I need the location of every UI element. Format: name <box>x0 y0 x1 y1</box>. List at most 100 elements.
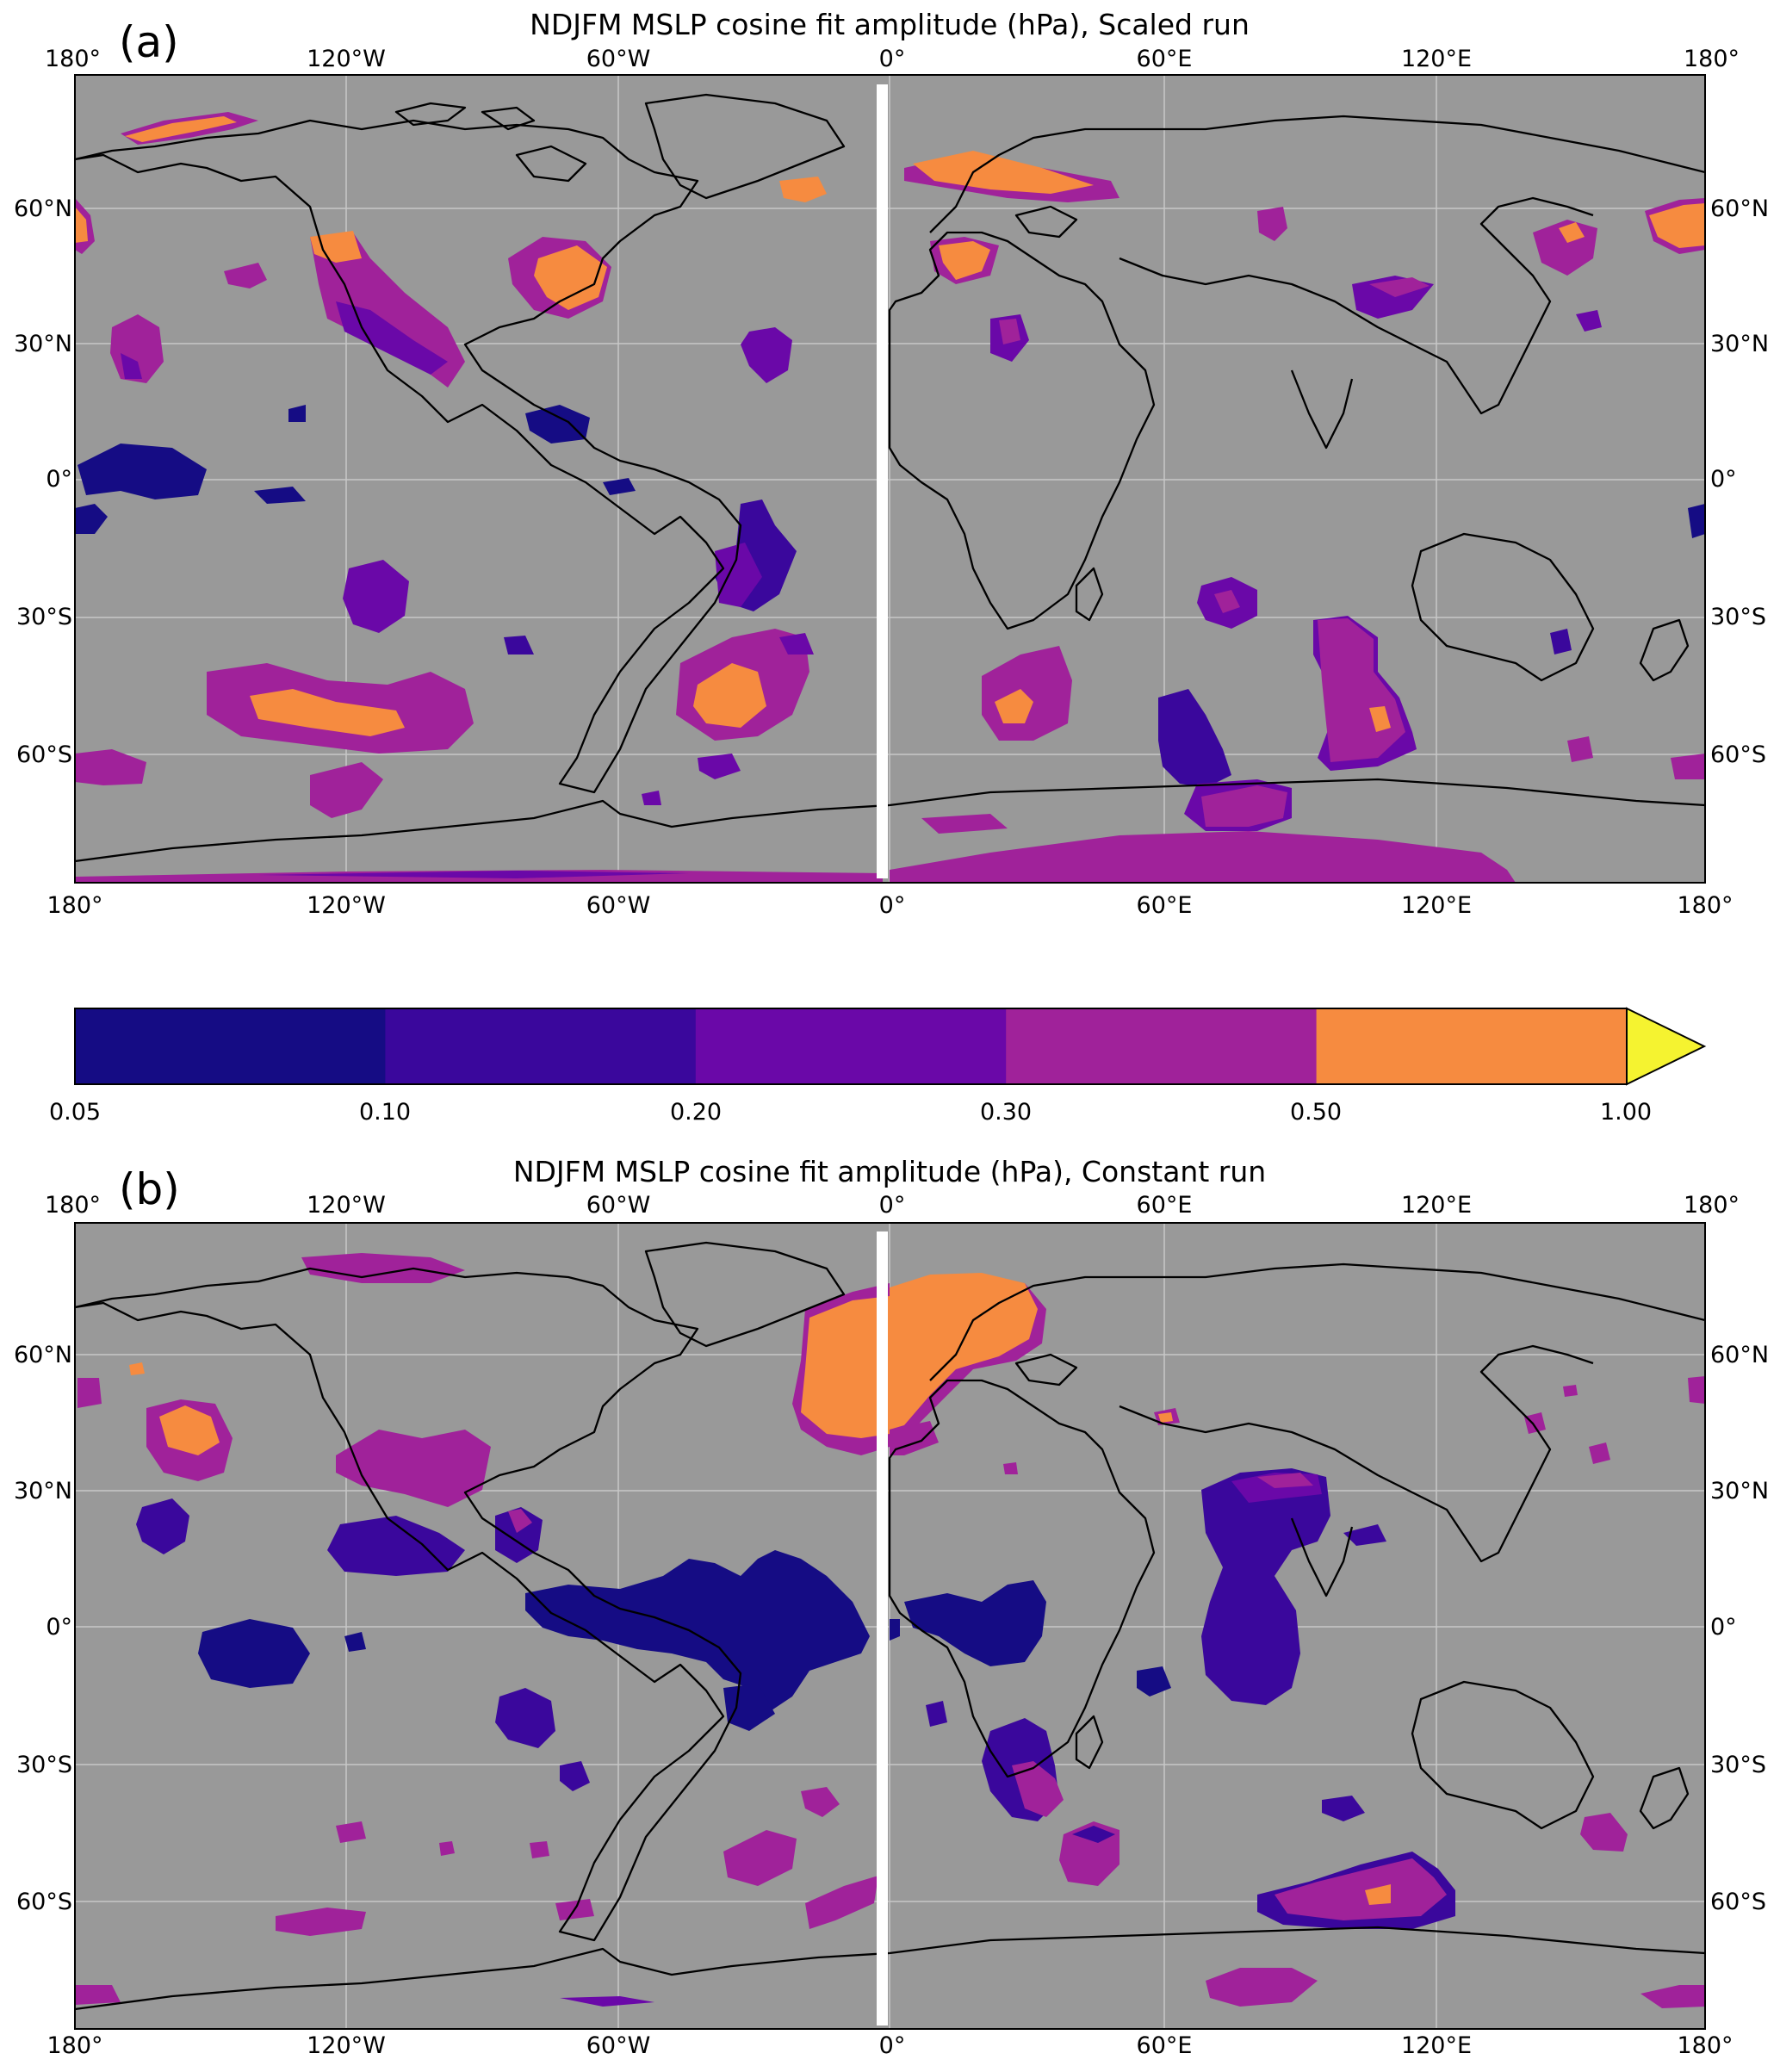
panel-b-lon-tick-bottom: 120°E <box>1400 2032 1473 2059</box>
panel-b-lat-tick-left: 60°S <box>16 1889 72 1915</box>
contour-0.5 <box>1559 222 1585 243</box>
panel-a-dateline-gap <box>877 84 888 878</box>
panel-a-lon-tick-bottom: 0° <box>878 892 906 919</box>
panel-a-lon-tick-bottom: 120°E <box>1400 892 1473 919</box>
panel-b-lon-tick-top: 60°E <box>1136 1192 1193 1219</box>
panel-a-lat-tick-left: 0° <box>46 466 72 493</box>
contour-0.05 <box>603 478 636 495</box>
panel-a-lon-tick-bottom: 60°E <box>1136 892 1193 919</box>
contour-0.5 <box>693 663 766 728</box>
contour-0.3 <box>805 1876 878 1929</box>
contour-0.5 <box>534 245 607 310</box>
panel-b-lat-tick-left: 0° <box>46 1614 72 1641</box>
panel-b-lon-tick-top: 180° <box>45 1192 102 1219</box>
panel-a-lon-tick-top: 60°E <box>1136 46 1193 72</box>
panel-a-lon-tick-bottom: 120°W <box>307 892 386 919</box>
contour-0.5 <box>310 231 362 263</box>
contour-0.3 <box>801 1787 840 1817</box>
contour-0.5 <box>159 1405 220 1455</box>
contour-0.5 <box>1214 590 1240 613</box>
panel-a-title: NDJFM MSLP cosine fit amplitude (hPa), S… <box>530 8 1250 41</box>
panel-b-lon-tick-bottom: 120°W <box>307 2032 386 2059</box>
panel-a-lon-tick-top: 0° <box>878 46 906 72</box>
contour-0.3 <box>1322 1796 1365 1821</box>
contour-0.3 <box>276 1908 366 1936</box>
panel-b-lat-tick-right: 30°N <box>1710 1478 1770 1504</box>
contour-0.5 <box>939 241 990 280</box>
panel-a-lon-tick-bottom: 180° <box>47 892 103 919</box>
contour-0.3 <box>336 301 448 375</box>
contour-0.1 <box>1201 1468 1330 1705</box>
panel-a-lat-tick-left: 30°S <box>16 604 72 630</box>
colorbar-tick: 0.30 <box>979 1099 1033 1126</box>
contour-0.05 <box>1688 504 1705 538</box>
contour-0.3 <box>336 1430 491 1507</box>
panel-a-lat-tick-right: 60°N <box>1710 195 1770 222</box>
contour-0.3 <box>1275 1858 1447 1920</box>
panel-a-lat-tick-left: 60°S <box>16 741 72 768</box>
contour-0.5 <box>1649 203 1705 248</box>
panel-a-map <box>75 75 1705 883</box>
contour-0.3 <box>1206 1968 1318 2007</box>
contour-0.3 <box>1201 785 1287 827</box>
panel-b-title: NDJFM MSLP cosine fit amplitude (hPa), C… <box>512 1155 1267 1188</box>
panel-b-lon-tick-bottom: 60°E <box>1136 2032 1193 2059</box>
contour-0.05 <box>504 636 534 654</box>
contour-0.05 <box>288 405 306 422</box>
contour-0.2 <box>741 327 792 383</box>
contour-0.3 <box>530 1841 549 1858</box>
panel-a-lon-tick-top: 180° <box>45 46 102 72</box>
panel-b-lat-tick-right: 30°S <box>1710 1752 1766 1778</box>
contour-0.3 <box>75 749 146 785</box>
contour-0.3 <box>723 1830 797 1886</box>
panel-b-lon-tick-bottom: 180° <box>47 2032 103 2059</box>
panel-b-coastlines <box>75 1241 1705 2011</box>
panel-b-contours <box>75 1253 1705 2008</box>
contour-0.3 <box>310 762 383 818</box>
contour-0.05 <box>254 487 306 504</box>
contour-0.3 <box>1567 736 1593 762</box>
panel-b-lat-tick-right: 60°S <box>1710 1889 1766 1915</box>
panel-a-lon-tick-top: 120°E <box>1400 46 1473 72</box>
colorbar-segment <box>695 1008 1007 1084</box>
contour-0.3 <box>1563 1385 1578 1397</box>
contour-0.3 <box>1369 277 1430 297</box>
contour-0.2 <box>560 1996 654 2007</box>
panel-a-lon-tick-bottom: 180° <box>1677 892 1733 919</box>
contour-0.5 <box>1369 706 1391 732</box>
contour-0.5 <box>125 116 237 142</box>
contour-0.5 <box>890 1273 1038 1430</box>
contour-0.05 <box>525 1550 870 1714</box>
panel-b-lon-tick-bottom: 180° <box>1677 2032 1733 2059</box>
contour-0.5 <box>1158 1412 1173 1423</box>
contour-0.5 <box>75 207 88 243</box>
colorbar-tick: 0.10 <box>358 1099 412 1126</box>
panel-b-lon-tick-bottom: 0° <box>878 2032 906 2059</box>
contour-0.3 <box>301 1253 465 1283</box>
contour-0.05 <box>78 444 207 499</box>
contour-0.3 <box>921 814 1008 834</box>
colorbar-tick: 0.05 <box>48 1099 102 1126</box>
panel-a-frame <box>74 74 1706 884</box>
panel-b-frame <box>74 1222 1706 2030</box>
colorbar-segment <box>385 1008 697 1084</box>
contour-0.5 <box>913 151 1094 194</box>
colorbar-segment <box>1006 1008 1318 1084</box>
contour-0.05 <box>904 1580 1046 1666</box>
panel-b-lon-tick-top: 180° <box>1684 1192 1740 1219</box>
colorbar <box>74 1007 1707 1086</box>
contour-0.3 <box>224 263 267 288</box>
contour-0.5 <box>78 1378 102 1408</box>
contour-0.1 <box>560 1761 590 1791</box>
panel-a-lat-tick-right: 30°N <box>1710 331 1770 357</box>
colorbar-segment <box>1316 1008 1628 1084</box>
panel-b-lon-tick-top: 120°E <box>1400 1192 1473 1219</box>
contour-0.05 <box>525 405 590 444</box>
colorbar-tick: 1.00 <box>1599 1099 1653 1126</box>
contour-0.1 <box>1072 1826 1115 1843</box>
contour-0.1 <box>926 1701 947 1727</box>
contour-0.5 <box>129 1362 145 1375</box>
panel-a-coastlines <box>75 93 1705 863</box>
contour-0.2 <box>779 633 814 654</box>
contour-0.3 <box>1257 207 1287 241</box>
